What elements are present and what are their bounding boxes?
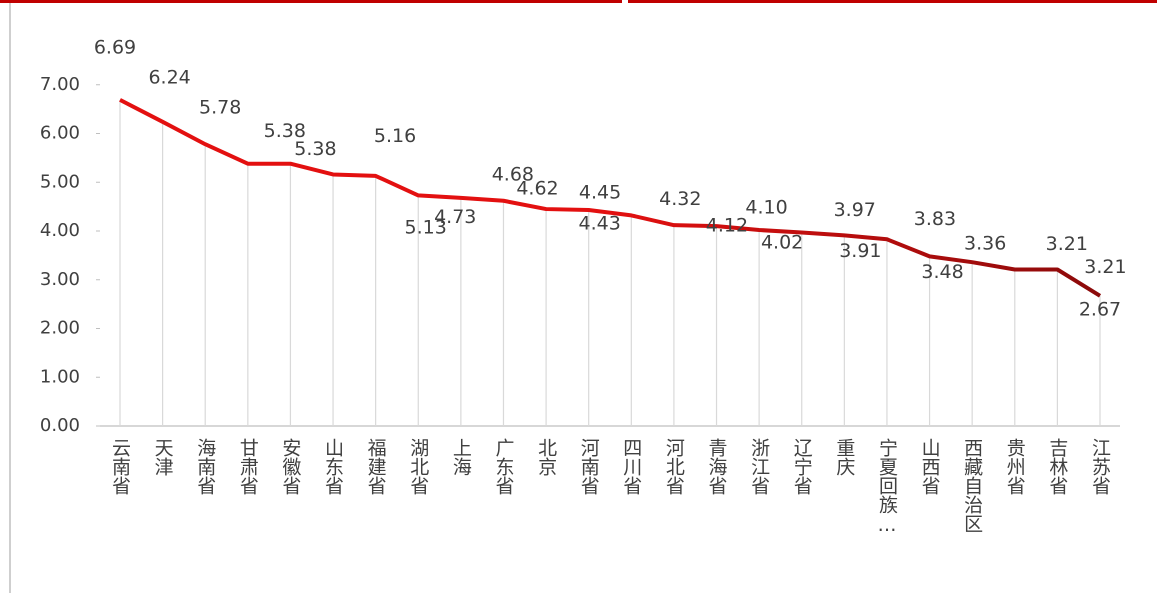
y-tick-label: 4.00 <box>40 220 80 241</box>
data-label: 4.73 <box>434 206 476 228</box>
x-tick-label: 天津 <box>152 438 174 476</box>
x-tick-label: 贵州省 <box>1004 438 1026 495</box>
x-tick-label: 湖北省 <box>407 438 429 495</box>
y-tick-label: 7.00 <box>40 74 80 95</box>
data-label: 6.24 <box>148 66 190 88</box>
y-tick-label: 2.00 <box>40 318 80 339</box>
x-tick-label: 广东省 <box>492 438 514 495</box>
x-tick-label: 福建省 <box>365 438 387 495</box>
data-line <box>119 98 1102 298</box>
x-tick-label: 江苏省 <box>1089 438 1111 495</box>
x-tick-label: 青海省 <box>706 438 728 495</box>
y-tick-label: 0.00 <box>40 415 80 436</box>
data-label: 4.43 <box>579 213 621 235</box>
x-tick-label: 重庆 <box>833 438 855 476</box>
y-tick-label: 1.00 <box>40 366 80 387</box>
x-tick-label: 西藏自治区 <box>961 438 983 533</box>
y-tick-label: 5.00 <box>40 171 80 192</box>
y-tick-label: 3.00 <box>40 269 80 290</box>
x-tick-label: 山东省 <box>322 438 344 495</box>
data-label: 4.62 <box>516 177 558 199</box>
x-tick-label: 吉林省 <box>1046 438 1068 495</box>
x-tick-label: 云南省 <box>109 438 131 495</box>
data-label: 4.32 <box>659 188 701 210</box>
x-tick-label: 北京 <box>535 438 557 477</box>
x-tick-label: 河南省 <box>578 438 600 495</box>
data-label: 3.97 <box>834 199 876 221</box>
x-tick-label: 浙江省 <box>748 438 770 495</box>
top-bar <box>628 0 1157 3</box>
x-tick-label: 辽宁省 <box>791 438 813 495</box>
data-label: 3.83 <box>914 208 956 230</box>
x-tick-label: 宁夏回族… <box>876 438 898 536</box>
data-label: 3.21 <box>1046 233 1088 255</box>
x-tick-label: 甘肃省 <box>237 438 259 495</box>
data-label: 6.69 <box>94 36 136 58</box>
data-label: 4.68 <box>492 163 534 185</box>
data-label: 5.13 <box>404 216 446 238</box>
data-label: 4.10 <box>745 197 787 219</box>
x-tick-label: 河北省 <box>663 438 685 495</box>
y-tick-label: 6.00 <box>40 123 80 144</box>
top-bar <box>0 0 622 3</box>
data-label: 4.45 <box>579 182 621 204</box>
data-label: 5.16 <box>374 125 416 147</box>
data-label: 4.12 <box>706 215 748 237</box>
data-label: 3.36 <box>964 233 1006 255</box>
data-label: 3.21 <box>1084 256 1126 278</box>
x-tick-label: 山西省 <box>919 438 941 495</box>
data-label: 3.48 <box>921 261 963 283</box>
x-tick-label: 上海 <box>450 438 472 476</box>
x-tick-label: 安徽省 <box>279 438 301 495</box>
data-label: 4.02 <box>761 232 803 254</box>
x-tick-label: 海南省 <box>194 438 216 495</box>
data-label: 5.78 <box>199 97 241 119</box>
x-tick-label: 四川省 <box>620 438 642 495</box>
data-label: 5.38 <box>294 138 336 160</box>
data-label: 5.38 <box>264 120 306 142</box>
data-label: 2.67 <box>1079 298 1121 320</box>
data-label: 3.91 <box>839 240 881 262</box>
